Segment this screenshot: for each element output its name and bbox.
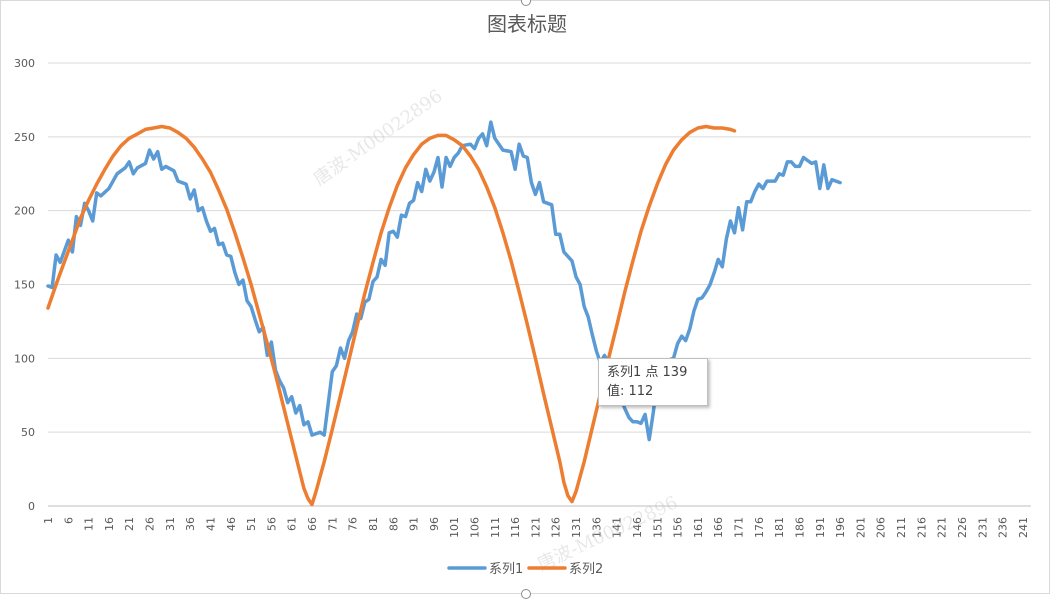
- x-tick-label: 76: [347, 517, 360, 531]
- legend-item-1[interactable]: 系列1: [447, 562, 523, 577]
- gridlines: [48, 62, 1031, 507]
- legend-label: 系列2: [569, 562, 603, 577]
- data-point-tooltip: 系列1 点 139 值: 112: [598, 358, 708, 406]
- y-axis-ticks: 0 50 100 150 200 250 300: [14, 57, 35, 513]
- x-tick-label: 161: [692, 517, 705, 538]
- x-tick-label: 191: [814, 517, 827, 538]
- y-tick-label: 300: [14, 57, 35, 70]
- x-tick-label: 1: [42, 517, 55, 524]
- x-tick-label: 16: [103, 517, 116, 531]
- x-tick-label: 41: [204, 517, 217, 531]
- x-tick-label: 241: [1017, 517, 1030, 538]
- x-tick-label: 236: [997, 517, 1010, 538]
- y-tick-label: 100: [14, 352, 35, 365]
- y-tick-label: 250: [14, 131, 35, 144]
- x-tick-label: 106: [469, 517, 482, 538]
- x-tick-label: 46: [225, 517, 238, 531]
- x-tick-label: 86: [387, 517, 400, 531]
- series-line-1: [46, 120, 842, 442]
- legend-item-2[interactable]: 系列2: [527, 562, 603, 577]
- tooltip-series-point: 系列1 点 139: [607, 365, 688, 380]
- series-lines: [46, 120, 842, 507]
- x-tick-label: 116: [509, 517, 522, 538]
- resize-handle-bottom[interactable]: [521, 589, 531, 599]
- y-tick-label: 0: [28, 500, 35, 513]
- x-tick-label: 51: [245, 517, 258, 531]
- x-tick-label: 186: [793, 517, 806, 538]
- x-tick-label: 11: [83, 517, 96, 531]
- x-tick-label: 66: [306, 517, 319, 531]
- resize-handle-top[interactable]: [521, 0, 531, 6]
- series-line-2: [46, 124, 737, 507]
- x-tick-label: 156: [672, 517, 685, 538]
- x-tick-label: 146: [631, 517, 644, 538]
- y-tick-label: 50: [21, 426, 35, 439]
- x-tick-label: 211: [895, 517, 908, 538]
- x-tick-label: 61: [286, 517, 299, 531]
- x-tick-label: 171: [733, 517, 746, 538]
- x-tick-label: 201: [854, 517, 867, 538]
- x-tick-label: 26: [144, 517, 157, 531]
- x-tick-label: 81: [367, 517, 380, 531]
- tooltip-value: 值: 112: [607, 384, 654, 399]
- x-tick-label: 221: [936, 517, 949, 538]
- x-tick-label: 126: [550, 517, 563, 538]
- x-tick-label: 101: [448, 517, 461, 538]
- x-tick-label: 216: [915, 517, 928, 538]
- chart-title: 图表标题: [487, 12, 567, 36]
- x-tick-label: 131: [570, 517, 583, 538]
- y-tick-label: 150: [14, 279, 35, 292]
- x-tick-label: 231: [976, 517, 989, 538]
- x-tick-label: 111: [489, 517, 502, 538]
- x-tick-label: 31: [164, 517, 177, 531]
- x-tick-label: 121: [529, 517, 542, 538]
- y-tick-label: 200: [14, 205, 35, 218]
- x-tick-label: 36: [184, 517, 197, 531]
- x-tick-label: 96: [428, 517, 441, 531]
- x-tick-label: 56: [265, 517, 278, 531]
- x-tick-label: 226: [956, 517, 969, 538]
- x-axis-ticks: 1 6 11 16 21 26 31 36 41 46 51 56 61 66 71 76 81 86 91 96 10…: [42, 517, 1030, 538]
- x-tick-label: 166: [712, 517, 725, 538]
- x-tick-label: 71: [326, 517, 339, 531]
- x-tick-label: 91: [408, 517, 421, 531]
- x-tick-label: 196: [834, 517, 847, 538]
- x-tick-label: 176: [753, 517, 766, 538]
- legend-label: 系列1: [489, 562, 523, 577]
- x-tick-label: 206: [875, 517, 888, 538]
- x-tick-label: 141: [611, 517, 624, 538]
- x-tick-label: 6: [62, 517, 75, 524]
- x-tick-label: 151: [651, 517, 664, 538]
- legend[interactable]: 系列1 系列2: [447, 562, 603, 577]
- x-tick-label: 21: [123, 517, 136, 531]
- x-tick-label: 181: [773, 517, 786, 538]
- x-tick-label: 136: [590, 517, 603, 538]
